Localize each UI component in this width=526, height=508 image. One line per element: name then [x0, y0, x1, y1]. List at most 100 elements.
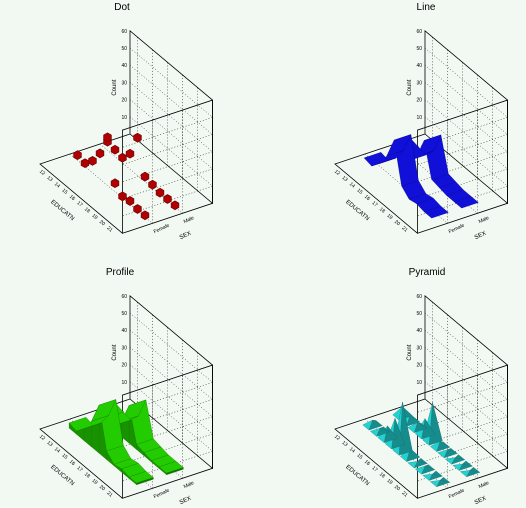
z-tick-label: 20: [121, 98, 127, 104]
z-tick-label: 60: [416, 29, 422, 35]
y-tick-label: Male: [478, 480, 491, 490]
x-tick-label: 21: [400, 225, 408, 233]
data-point: [110, 178, 120, 189]
z-tick-label: 60: [121, 294, 127, 300]
z-tick-label: 40: [121, 63, 127, 69]
x-tick-label: 14: [348, 181, 356, 189]
series-segment: [68, 417, 94, 432]
x-tick-label: 18: [378, 471, 386, 479]
pyramid-front: [452, 463, 463, 471]
data-point: [118, 152, 127, 163]
x-tick-label: 21: [105, 225, 113, 233]
x-tick-label: 13: [340, 175, 348, 183]
y-tick-label: Female: [153, 488, 171, 501]
pyramid-front: [444, 457, 456, 465]
z-tick-label: 50: [416, 46, 422, 52]
panel-title: Dot: [114, 2, 130, 13]
z-axis-label: Count: [407, 79, 413, 95]
data-point: [118, 191, 127, 202]
x-tick-label: 16: [68, 459, 76, 467]
z-tick-label: 50: [121, 46, 127, 52]
z-axis-label: Count: [407, 344, 413, 360]
z-tick-label: 50: [121, 311, 127, 317]
data-point: [155, 187, 165, 198]
x-tick-label: 19: [90, 478, 98, 486]
y-tick-label: Male: [478, 215, 491, 225]
series-end-face: [136, 477, 154, 486]
x-tick-label: 19: [385, 213, 393, 221]
x-tick-label: 16: [363, 459, 371, 467]
y-tick-label: Female: [448, 223, 466, 236]
x-tick-label: 18: [378, 206, 386, 214]
x-tick-label: 13: [45, 440, 53, 448]
data-point: [140, 171, 150, 182]
pyramid-front: [459, 470, 471, 478]
y-tick-label: Male: [183, 480, 196, 490]
series-end-face: [166, 467, 184, 476]
x-tick-label: 17: [75, 465, 83, 473]
x-tick-label: 16: [363, 194, 371, 202]
data-point: [133, 204, 142, 214]
pyramid-front: [430, 441, 441, 452]
x-tick-label: 16: [68, 194, 76, 202]
z-tick-label: 10: [121, 380, 127, 386]
panel-title: Profile: [106, 267, 135, 278]
data-point: [125, 196, 135, 206]
pyramid-front: [362, 419, 373, 431]
x-axis-label: EDUCATN: [49, 464, 75, 487]
y-axis-label: SEX: [179, 496, 192, 507]
x-tick-label: 20: [393, 484, 401, 492]
x-axis-label: EDUCATN: [49, 199, 75, 222]
data-point: [95, 148, 105, 159]
x-tick-label: 17: [370, 465, 378, 473]
x-axis-label: EDUCATN: [344, 199, 370, 222]
x-tick-label: 17: [370, 200, 378, 208]
z-tick-label: 40: [416, 328, 422, 334]
z-tick-label: 60: [121, 29, 127, 35]
panel-profile: Profile 10203040506012131415161718192021…: [38, 267, 214, 507]
data-point: [140, 210, 150, 221]
x-tick-label: 14: [53, 181, 61, 189]
z-tick-label: 20: [121, 363, 127, 369]
pyramid-front: [369, 427, 381, 437]
x-tick-label: 15: [60, 188, 68, 196]
x-tick-label: 18: [83, 471, 91, 479]
y-axis-label: SEX: [179, 231, 192, 242]
x-tick-label: 18: [83, 206, 91, 214]
y-tick-label: Female: [448, 488, 466, 501]
pyramid-front: [407, 461, 418, 469]
z-tick-label: 30: [416, 345, 422, 351]
y-tick-label: Male: [183, 215, 196, 225]
data-point: [148, 179, 157, 190]
z-tick-label: 20: [416, 363, 422, 369]
pyramid-front: [437, 449, 448, 459]
x-tick-label: 12: [333, 434, 341, 442]
x-tick-label: 15: [355, 453, 363, 461]
series-segment: [363, 152, 389, 167]
pyramid-front: [422, 473, 433, 481]
z-tick-label: 50: [416, 311, 422, 317]
x-tick-label: 12: [38, 169, 46, 177]
x-tick-label: 19: [90, 213, 98, 221]
x-tick-label: 12: [38, 434, 46, 442]
data-point: [73, 150, 82, 160]
x-axis-label: EDUCATN: [344, 464, 370, 487]
data-point: [110, 144, 120, 155]
data-point: [103, 132, 112, 143]
x-tick-label: 13: [45, 175, 53, 183]
x-tick-label: 21: [400, 490, 408, 498]
x-tick-label: 20: [98, 219, 106, 227]
x-tick-label: 17: [75, 200, 83, 208]
y-tick-label: Female: [153, 223, 171, 236]
data-point: [170, 200, 180, 211]
x-tick-label: 15: [355, 188, 363, 196]
z-tick-label: 20: [416, 98, 422, 104]
pyramid-front: [429, 480, 441, 488]
panel-title: Pyramid: [409, 267, 446, 278]
x-tick-label: 13: [340, 440, 348, 448]
